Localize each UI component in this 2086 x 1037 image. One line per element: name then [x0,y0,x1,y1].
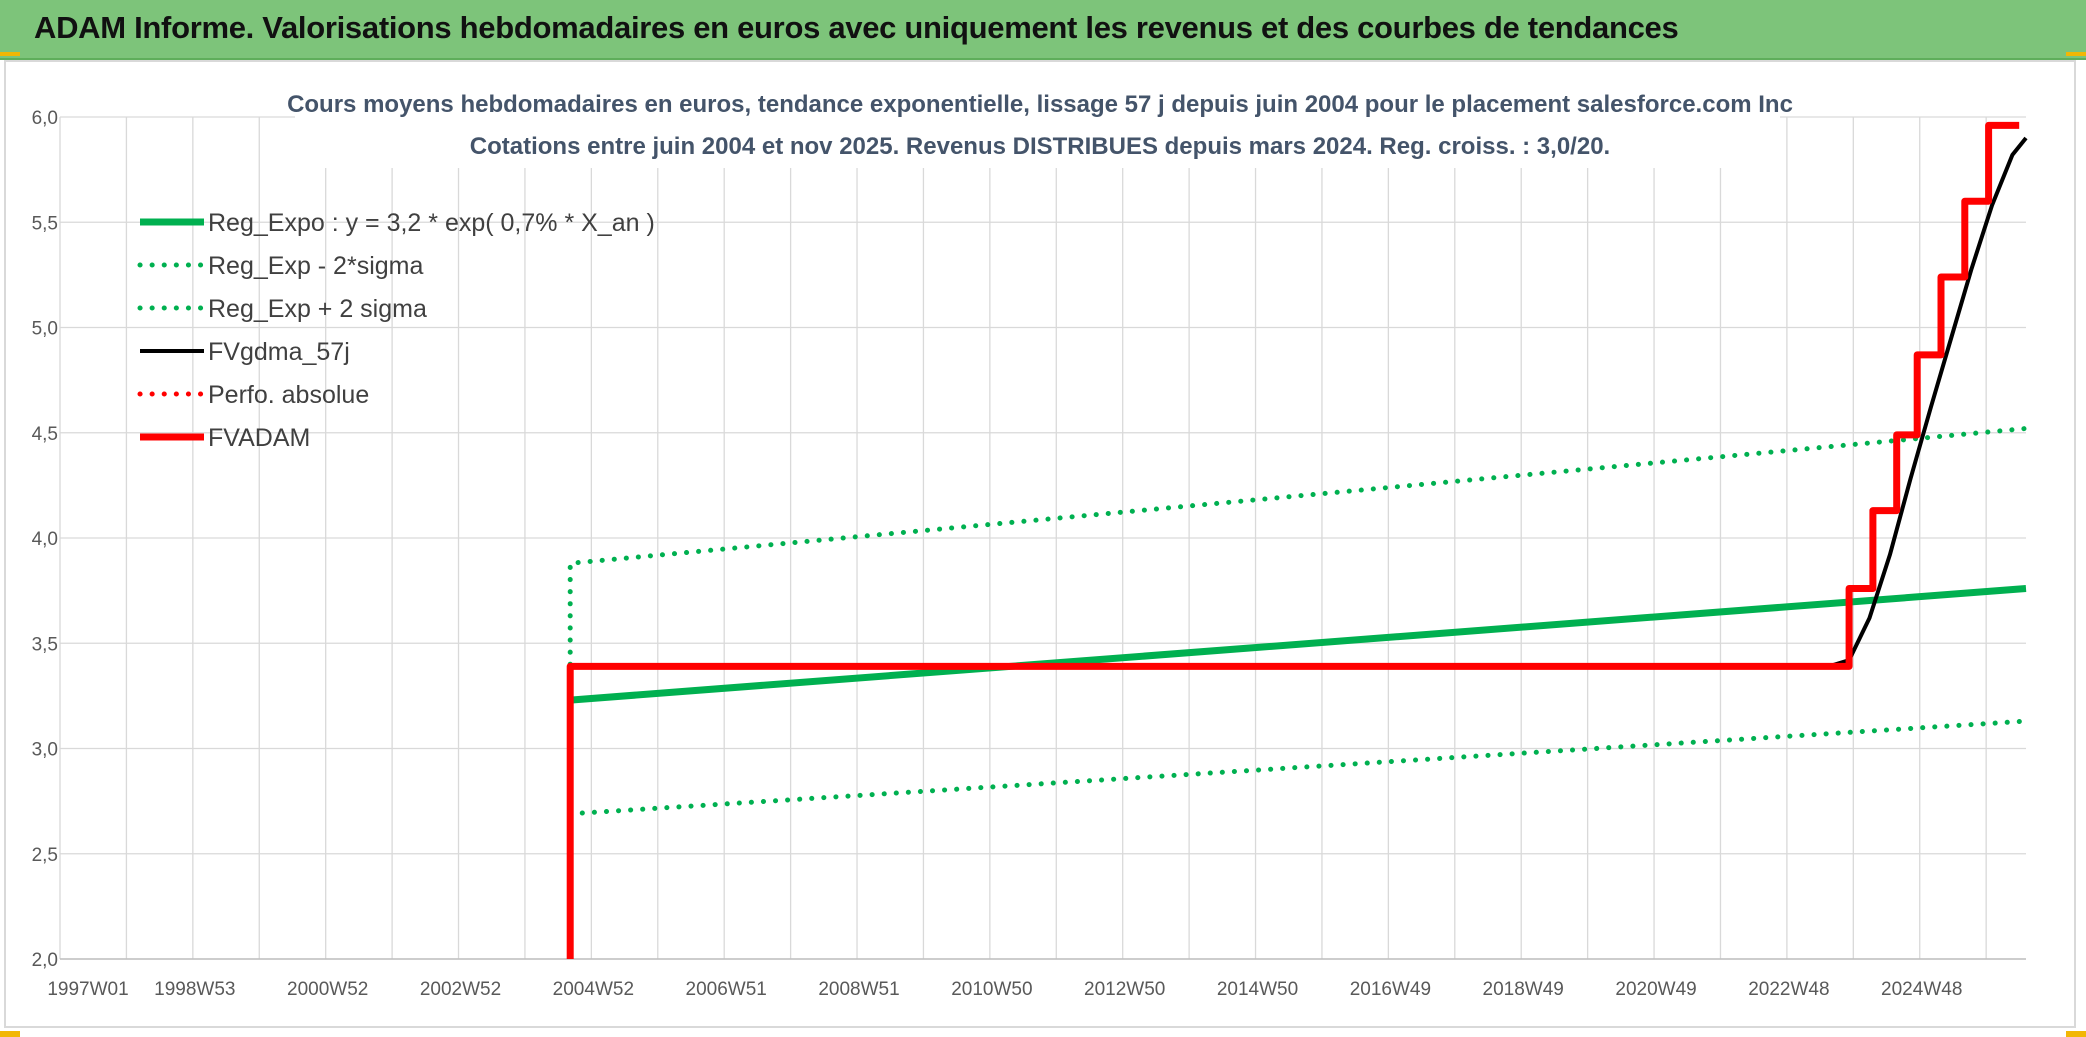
x-tick-label: 2000W52 [287,979,368,1000]
x-tick-label: 2020W49 [1615,979,1696,1000]
chart-subtitle: Cotations entre juin 2004 et nov 2025. R… [470,133,1610,160]
x-tick-label: 2014W50 [1217,979,1298,1000]
y-tick-label: 4,5 [32,424,58,445]
legend: Reg_Expo : y = 3,2 * exp( 0,7% * X_an ) R… [137,209,655,452]
x-tick-label: 2018W49 [1483,979,1564,1000]
title-background [295,84,1780,168]
grid [59,116,2026,960]
x-tick-label: 2012W50 [1084,979,1165,1000]
y-tick-label: 2,5 [32,845,58,866]
chart-title: Cours moyens hebdomadaires en euros, ten… [287,91,1793,118]
x-tick-label: 2002W52 [420,979,501,1000]
x-tick-label: 2004W52 [553,979,634,1000]
chart-frame [4,60,2076,1028]
series-line-0 [569,585,2027,704]
legend-label: Reg_Exp - 2*sigma [208,252,423,280]
legend-label: Reg_Expo : y = 3,2 * exp( 0,7% * X_an ) [208,209,655,237]
y-axis: 2,0 2,5 3,0 3,5 4,0 4,5 5,0 5,5 6,0 [32,108,58,971]
series-line-4 [566,121,2020,959]
x-tick-label: 2024W48 [1881,979,1962,1000]
y-tick-label: 5,0 [32,319,58,340]
x-tick-label: 1997W01 [47,979,128,1000]
x-tick-label: 2022W48 [1748,979,1829,1000]
series-group [566,121,2029,959]
y-tick-label: 4,0 [32,529,58,550]
y-tick-label: 3,5 [32,634,58,655]
series-line-3 [1828,136,2028,669]
y-tick-label: 2,0 [32,950,58,971]
y-tick-label: 6,0 [32,108,58,129]
legend-label: Reg_Exp + 2 sigma [208,295,427,323]
corner-marker-br [2066,1031,2086,1037]
corner-marker-tl [0,52,20,56]
legend-label: FVgdma_57j [208,338,350,366]
series-line-1 [567,718,2029,817]
corner-marker-tr [2066,52,2086,56]
y-tick-label: 3,0 [32,740,58,761]
x-tick-label: 1998W53 [154,979,235,1000]
x-axis: 1997W01 1998W53 2000W52 2002W52 2004W52 2006W… [47,958,2026,1000]
x-tick-label: 2008W51 [818,979,899,1000]
y-tick-label: 5,5 [32,213,58,234]
series-line-2 [567,426,2029,667]
report-title: ADAM Informe. Valorisations hebdomadaire… [34,10,1679,45]
legend-label: FVADAM [208,424,310,452]
corner-marker-bl [0,1031,20,1037]
x-tick-label: 2006W51 [686,979,767,1000]
report-banner: ADAM Informe. Valorisations hebdomadaire… [0,0,2086,60]
x-tick-label: 2016W49 [1350,979,1431,1000]
legend-label: Perfo. absolue [208,381,369,409]
x-tick-label: 2010W50 [951,979,1032,1000]
